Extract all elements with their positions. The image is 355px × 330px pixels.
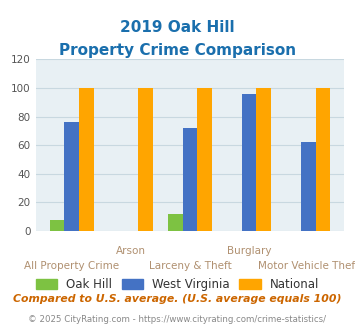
Bar [242,94,256,231]
Text: Arson: Arson [116,246,146,256]
Bar [168,214,182,231]
Text: All Property Crime: All Property Crime [24,261,119,271]
Text: © 2025 CityRating.com - https://www.cityrating.com/crime-statistics/: © 2025 CityRating.com - https://www.city… [28,315,327,324]
Bar [197,88,212,231]
Bar [301,142,316,231]
Text: Larceny & Theft: Larceny & Theft [148,261,231,271]
Text: Property Crime Comparison: Property Crime Comparison [59,43,296,58]
Bar [138,88,153,231]
Text: Motor Vehicle Theft: Motor Vehicle Theft [258,261,355,271]
Bar [79,88,94,231]
Bar [64,122,79,231]
Bar [316,88,330,231]
Text: Burglary: Burglary [227,246,271,256]
Legend: Oak Hill, West Virginia, National: Oak Hill, West Virginia, National [31,273,324,296]
Bar [182,128,197,231]
Text: Compared to U.S. average. (U.S. average equals 100): Compared to U.S. average. (U.S. average … [13,294,342,304]
Bar [50,219,64,231]
Text: 2019 Oak Hill: 2019 Oak Hill [120,20,235,35]
Bar [256,88,271,231]
